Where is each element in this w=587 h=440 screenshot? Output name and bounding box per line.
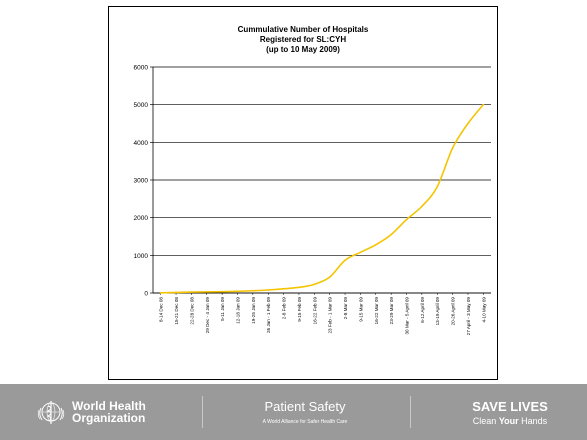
x-tick-label: 20-26 April 09 [451,297,456,326]
footer-divider [410,396,411,428]
data-point [252,289,254,292]
tagline-hands: Hands [518,416,548,426]
data-point [405,218,408,221]
x-tick-label: 30 Mar - 5 April 09 [405,297,410,335]
chart-title-line-1: Cummulative Number of Hospitals [237,25,369,34]
data-point [451,147,454,149]
series-line [160,104,484,294]
data-point [267,289,270,291]
data-point [159,292,162,294]
chart-title-line-3: (up to 10 May 2009) [266,45,340,54]
tagline-your: Your [498,416,519,426]
x-tick-label: 12-18 Jan 09 [236,297,241,324]
data-point [190,291,193,293]
x-tick-label: 26 Jan - 1 Feb 09 [266,297,271,333]
data-point [344,259,346,262]
x-tick-label: 23 Feb - 1 Mar 09 [328,297,333,334]
data-point [390,233,392,236]
data-point [436,185,439,188]
x-tick-label: 23-29 Mar 09 [389,297,394,325]
x-tick-label: 5-11 Jan 09 [220,297,225,321]
x-tick-label: 16-22 Mar 09 [374,297,379,325]
chart-frame: Cummulative Number of Hospitals Register… [108,6,498,380]
x-tick-label: 9-15 Feb 09 [297,297,302,322]
x-tick-label: 4-10 May 09 [481,297,486,323]
x-tick-label: 19-25 Jan 09 [251,297,256,324]
who-name-line-1: World Health [72,399,146,413]
x-tick-label: 29 Dec - 4 Jan 09 [205,297,210,334]
y-tick-label: 1000 [134,253,149,260]
data-point [298,286,300,289]
chart-title: Cummulative Number of Hospitals Register… [109,25,497,55]
data-point [374,243,377,246]
clean-your-hands-tagline: Clean Your Hands [440,416,580,426]
data-point [328,276,331,278]
x-tick-label: 8-14 Dec 08 [159,297,164,322]
data-point [221,290,223,293]
data-point [313,283,316,286]
x-tick-label: 16-22 Feb 09 [312,297,317,325]
who-name-line-2: Organization [72,411,146,425]
who-name: World Health Organization [72,400,146,424]
tagline-clean: Clean [472,416,499,426]
x-tick-label: 13-19 April 09 [435,297,440,326]
data-point [359,251,362,254]
patient-safety-subtitle: A World Alliance for Safer Health Care [262,419,348,425]
x-tick-label: 2-8 Feb 09 [282,297,287,320]
data-point [467,122,469,125]
y-tick-label: 5000 [134,102,149,109]
data-point [236,290,239,293]
data-point [205,291,208,293]
data-point [282,288,285,290]
x-tick-label: 27 April - 3 May 09 [466,297,471,336]
x-tick-label: 9-15 Mar 09 [358,297,363,322]
chart-title-line-2: Registered for SL:CYH [259,35,347,44]
data-point [175,291,177,294]
footer-banner: World Health Organization Patient Safety… [0,384,587,440]
line-chart: 0 1000 2000 3000 4000 5000 6000 8-14 Dec 08 15-2… [134,65,491,336]
x-tick-label: 22-28 Dec 08 [189,297,194,325]
y-tick-label: 3000 [134,178,149,185]
x-tick-label: 2-8 Mar 09 [343,297,348,320]
x-tick-label: 15-21 Dec 08 [174,297,179,325]
footer-divider [202,396,203,428]
data-point [421,205,423,208]
y-tick-label: 2000 [134,215,149,222]
save-lives-title: SAVE LIVES [472,399,548,414]
patient-safety-title: Patient Safety [264,399,346,414]
y-tick-label: 4000 [134,140,149,147]
who-emblem-icon [37,401,65,424]
data-point [482,103,485,106]
y-tick-label: 0 [144,291,148,298]
x-tick-label: 6-12 April 09 [420,297,425,323]
y-tick-label: 6000 [134,65,149,72]
